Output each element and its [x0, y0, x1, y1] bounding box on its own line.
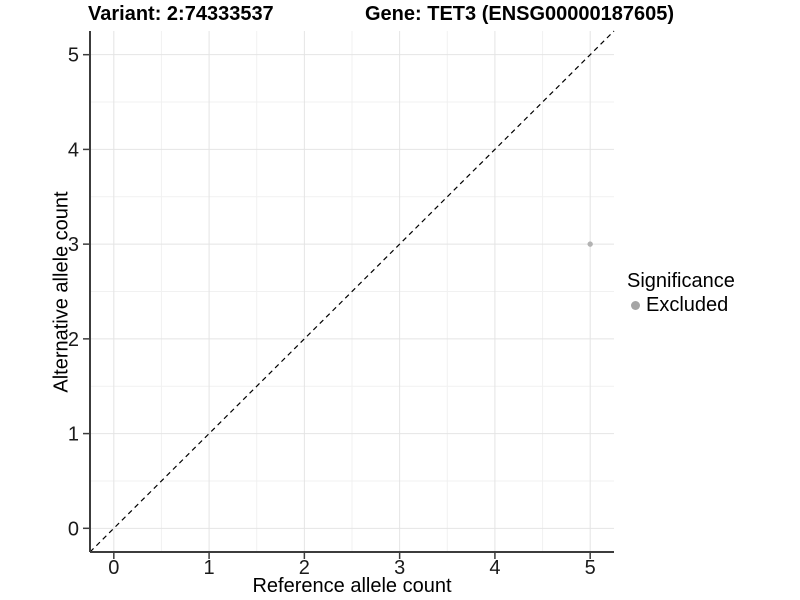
plot-title-gene: Gene: TET3 (ENSG00000187605): [365, 3, 675, 25]
y-tick-label: 5: [68, 45, 79, 67]
legend-item-excluded: Excluded: [631, 294, 735, 317]
plot-title-variant: Variant: 2:74333537: [88, 3, 274, 25]
x-tick-label: 4: [489, 557, 500, 579]
data-point: [587, 241, 593, 247]
y-tick-label: 4: [68, 139, 79, 161]
legend: Significance Excluded: [627, 270, 735, 317]
y-axis-title: Alternative allele count: [50, 191, 73, 393]
legend-title: Significance: [627, 270, 735, 292]
identity-line: [89, 30, 615, 553]
x-tick-label: 3: [394, 557, 405, 579]
x-axis-title: Reference allele count: [252, 575, 452, 597]
x-tick-label: 5: [585, 557, 596, 579]
y-tick-label: 3: [68, 234, 79, 256]
x-tick-label: 1: [204, 557, 215, 579]
y-tick-label: 1: [68, 424, 79, 446]
x-tick-label: 2: [299, 557, 310, 579]
x-tick-label: 0: [108, 557, 119, 579]
legend-key-dot: [631, 301, 640, 310]
y-tick-label: 0: [68, 518, 79, 540]
legend-item-label: Excluded: [646, 294, 729, 316]
y-tick-label: 2: [68, 329, 79, 351]
